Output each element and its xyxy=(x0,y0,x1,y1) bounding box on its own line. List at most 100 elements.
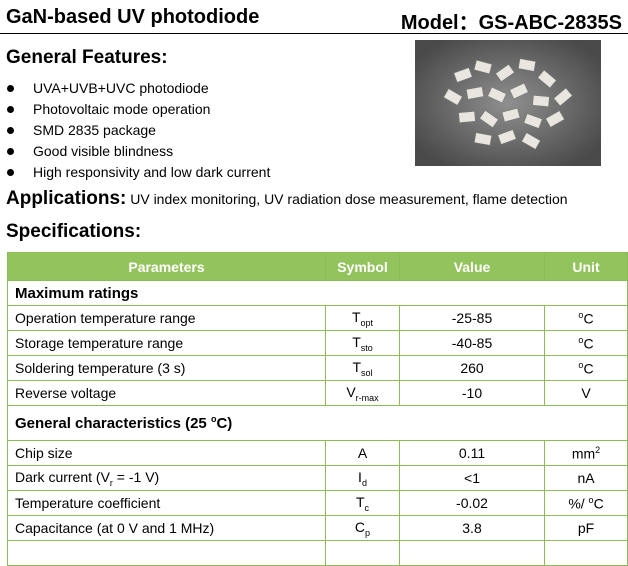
text: T xyxy=(352,358,362,375)
text: -25-85 xyxy=(451,310,493,326)
value-cell: -0.02 xyxy=(399,490,545,516)
value-cell: 0.11 xyxy=(399,440,545,466)
text: pF xyxy=(577,520,595,536)
unit-cell: oC xyxy=(544,305,628,331)
text: <1 xyxy=(464,470,480,486)
parameter-cell: Capacitance (at 0 V and 1 MHz) xyxy=(7,515,326,541)
section-title: Maximum ratings xyxy=(7,280,628,306)
subscript: r xyxy=(109,477,113,488)
empty-cell xyxy=(325,540,400,566)
feature-item: High responsivity and low dark current xyxy=(6,162,270,183)
text: T xyxy=(351,308,361,325)
title: GaN-based UV photodiode xyxy=(6,6,260,28)
subscript: d xyxy=(361,477,367,488)
value-cell: -10 xyxy=(399,380,545,406)
parameter-cell: Operation temperature range xyxy=(7,305,326,331)
value-cell: 3.8 xyxy=(399,515,545,541)
subscript: sol xyxy=(361,367,373,378)
symbol-cell: Id xyxy=(325,465,400,491)
table-row: Dark current (Vr = -1 V) Id <1 nA xyxy=(7,465,628,491)
unit-cell: V xyxy=(544,380,628,406)
text: T xyxy=(352,333,361,350)
text: 0.11 xyxy=(458,445,486,461)
text: T xyxy=(355,493,365,510)
subscript: r-max xyxy=(355,392,379,403)
supscript: o xyxy=(578,309,584,320)
unit-cell: pF xyxy=(544,515,628,541)
applications: Applications: UV index monitoring, UV ra… xyxy=(6,188,568,210)
parameter-cell: Reverse voltage xyxy=(7,380,326,406)
text: A xyxy=(357,445,368,461)
column-header: Symbol xyxy=(325,252,400,281)
text: Reverse voltage xyxy=(15,385,117,401)
text: Chip size xyxy=(15,445,73,461)
section-row: Maximum ratings xyxy=(7,280,628,306)
parameter-cell: Dark current (Vr = -1 V) xyxy=(7,465,326,491)
parameter-cell: Storage temperature range xyxy=(7,330,326,356)
symbol-cell: Vr-max xyxy=(325,380,400,406)
parameter-cell: Chip size xyxy=(7,440,326,466)
supscript: o xyxy=(578,334,584,345)
symbol-cell: Tc xyxy=(325,490,400,516)
header-row: Parameters Symbol Value Unit xyxy=(7,252,628,281)
supscript: o xyxy=(578,359,584,370)
page: {"header":{"title":"GaN-based UV photodi… xyxy=(0,6,628,566)
table-row: Soldering temperature (3 s) Tsol 260 oC xyxy=(7,355,628,381)
supscript: o xyxy=(588,494,594,505)
table-row: Chip size A 0.11 mm2 xyxy=(7,440,628,466)
text: Maximum ratings xyxy=(15,284,139,302)
text: C xyxy=(583,310,594,327)
column-header: Unit xyxy=(544,252,628,281)
text: 260 xyxy=(460,360,484,376)
applications-text: UV index monitoring, UV radiation dose m… xyxy=(130,191,568,207)
text: Temperature coefficient xyxy=(15,495,161,511)
parameter-cell: Soldering temperature (3 s) xyxy=(7,355,326,381)
applications-heading: Applications: xyxy=(6,188,127,209)
subscript: c xyxy=(364,502,370,513)
text: %/ xyxy=(568,495,589,512)
text: Dark current (V xyxy=(15,468,110,485)
text: Storage temperature range xyxy=(15,335,184,351)
unit-cell: mm2 xyxy=(544,440,628,466)
unit-cell: oC xyxy=(544,330,628,356)
symbol-cell: Tsto xyxy=(325,330,400,356)
text: V xyxy=(346,383,356,400)
text: 3.8 xyxy=(462,520,482,536)
table-row: Reverse voltage Vr-max -10 V xyxy=(7,380,628,406)
symbol-cell: A xyxy=(325,440,400,466)
column-header: Parameters xyxy=(7,252,326,281)
table-row: Storage temperature range Tsto -40-85 oC xyxy=(7,330,628,356)
empty-cell xyxy=(7,540,326,566)
value-cell: 260 xyxy=(399,355,545,381)
text: -10 xyxy=(461,385,483,401)
parameter-cell: Temperature coefficient xyxy=(7,490,326,516)
feature-item: SMD 2835 package xyxy=(6,120,270,141)
supscript: 2 xyxy=(595,444,601,455)
text: C xyxy=(593,495,604,512)
text: mm xyxy=(571,445,596,462)
text: General characteristics (25 xyxy=(15,415,211,432)
text: = -1 V) xyxy=(112,468,160,485)
features-list: UVA+UVB+UVC photodiode Photovoltaic mode … xyxy=(6,78,270,183)
symbol-cell: Tsol xyxy=(325,355,400,381)
text: C xyxy=(583,360,594,377)
specifications-heading: Specifications: xyxy=(6,221,142,242)
unit-cell: nA xyxy=(544,465,628,491)
unit-cell: %/ oC xyxy=(544,490,628,516)
table-body: Maximum ratings Operation temperature ran… xyxy=(7,280,628,566)
text: C) xyxy=(216,415,233,432)
text: V xyxy=(581,385,591,401)
empty-cell xyxy=(544,540,628,566)
divider xyxy=(0,33,628,34)
table-row xyxy=(7,540,628,566)
section-row: General characteristics (25 oC) xyxy=(7,405,628,441)
column-header: Value xyxy=(399,252,545,281)
text: Soldering temperature (3 s) xyxy=(15,360,186,376)
table-row: Capacitance (at 0 V and 1 MHz) Cp 3.8 pF xyxy=(7,515,628,541)
table-row: Temperature coefficient Tc -0.02 %/ oC xyxy=(7,490,628,516)
text: Capacitance (at 0 V and 1 MHz) xyxy=(15,520,215,536)
subscript: p xyxy=(365,527,371,538)
text: C xyxy=(583,335,594,352)
features-heading: General Features: xyxy=(6,47,168,68)
product-photo xyxy=(415,40,601,166)
